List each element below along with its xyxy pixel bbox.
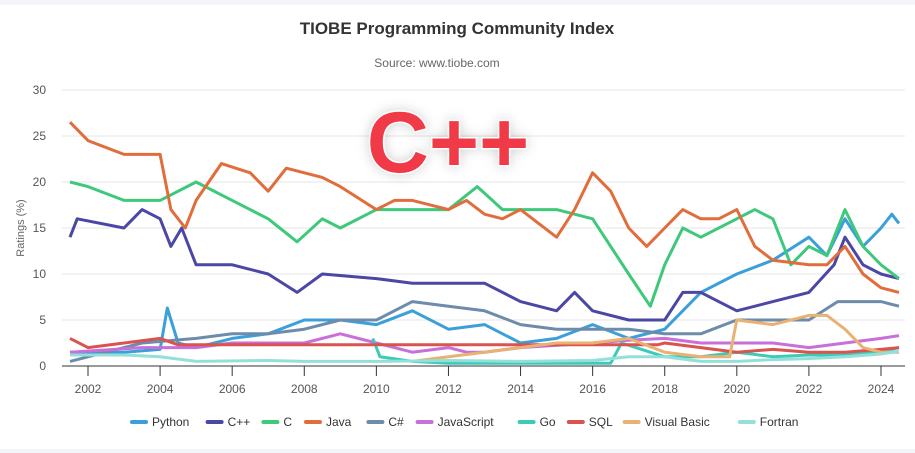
y-tick-label: 10 xyxy=(33,267,47,281)
x-tick-label: 2024 xyxy=(868,382,895,396)
y-tick-label: 5 xyxy=(39,313,46,327)
x-tick-label: 2016 xyxy=(579,382,606,396)
top-border xyxy=(0,0,915,5)
chart-subtitle: Source: www.tiobe.com xyxy=(374,56,499,70)
x-tick-label: 2004 xyxy=(147,382,174,396)
x-tick-label: 2022 xyxy=(796,382,823,396)
legend-item-c-[interactable]: C++ xyxy=(205,415,251,429)
legend-item-javascript[interactable]: JavaScript xyxy=(415,415,495,429)
series-line-c- xyxy=(68,208,900,322)
legend-label: C# xyxy=(388,415,404,429)
x-tick-label: 2014 xyxy=(507,382,534,396)
legend-item-java[interactable]: Java xyxy=(304,415,352,429)
legend-item-go[interactable]: Go xyxy=(517,415,556,429)
legend-label: C++ xyxy=(228,415,251,429)
series-line-sql xyxy=(69,336,900,354)
y-axis-label: Ratings (%) xyxy=(15,199,27,256)
chart-title: TIOBE Programming Community Index xyxy=(300,19,615,38)
legend-item-python[interactable]: Python xyxy=(130,415,189,429)
y-tick-label: 0 xyxy=(39,359,46,373)
x-tick-label: 2008 xyxy=(291,382,318,396)
legend-label: Visual Basic xyxy=(645,415,710,429)
series-line-visual-basic xyxy=(412,313,899,363)
series-line-c- xyxy=(69,300,900,363)
y-tick-label: 15 xyxy=(33,221,47,235)
legend-label: Python xyxy=(152,415,189,429)
legend-item-c-[interactable]: C# xyxy=(366,415,404,429)
x-tick-label: 2018 xyxy=(651,382,678,396)
legend-item-fortran[interactable]: Fortran xyxy=(737,415,799,429)
legend-label: C xyxy=(283,415,292,429)
legend-item-visual-basic[interactable]: Visual Basic xyxy=(622,415,710,429)
legend-label: Java xyxy=(326,415,352,429)
series-line-java xyxy=(68,121,900,294)
cpp-annotation: C++ xyxy=(367,95,530,191)
x-tick-label: 2012 xyxy=(435,382,462,396)
legend-label: SQL xyxy=(589,415,613,429)
legend-label: Fortran xyxy=(760,415,799,429)
legend-item-sql[interactable]: SQL xyxy=(566,415,613,429)
y-tick-label: 20 xyxy=(33,175,47,189)
x-tick-label: 2010 xyxy=(363,382,390,396)
bottom-border xyxy=(0,449,915,453)
series-line-fortran xyxy=(70,349,900,363)
series-line-c xyxy=(69,180,900,308)
x-tick-label: 2002 xyxy=(75,382,102,396)
x-tick-label: 2020 xyxy=(723,382,750,396)
y-tick-label: 30 xyxy=(33,83,47,97)
legend-label: JavaScript xyxy=(438,415,495,429)
legend-label: Go xyxy=(540,415,556,429)
legend-item-c[interactable]: C xyxy=(261,415,292,429)
x-tick-label: 2006 xyxy=(219,382,246,396)
y-tick-label: 25 xyxy=(33,129,47,143)
